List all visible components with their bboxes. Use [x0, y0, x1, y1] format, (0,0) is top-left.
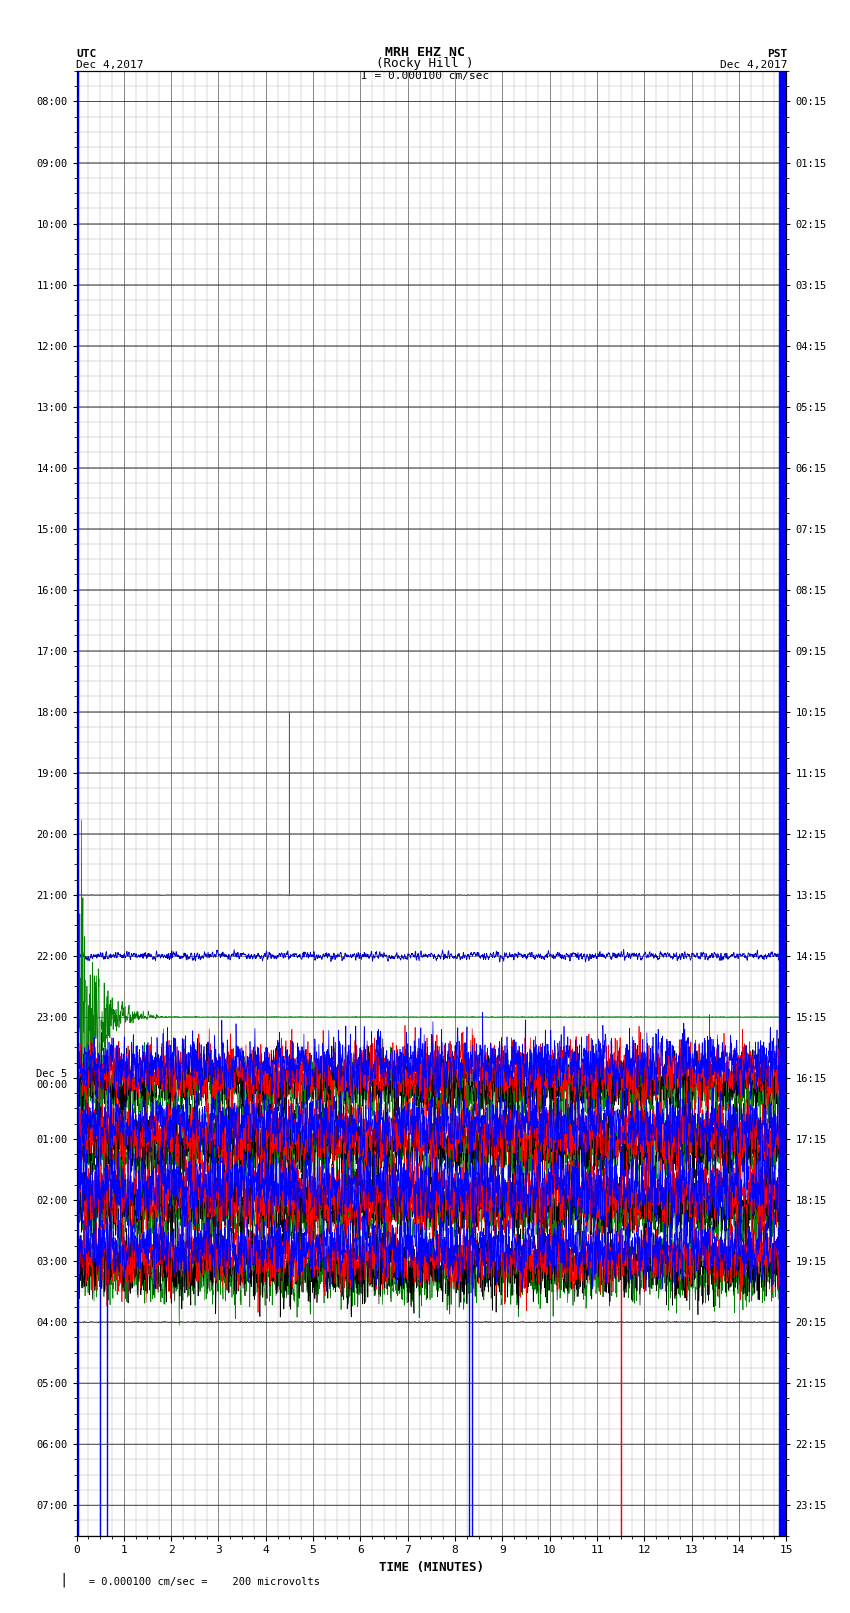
X-axis label: TIME (MINUTES): TIME (MINUTES)	[379, 1561, 484, 1574]
Text: (Rocky Hill ): (Rocky Hill )	[377, 56, 473, 71]
Text: |: |	[60, 1573, 68, 1587]
Text: = 0.000100 cm/sec =    200 microvolts: = 0.000100 cm/sec = 200 microvolts	[70, 1578, 320, 1587]
Text: Dec 4,2017: Dec 4,2017	[720, 60, 787, 71]
Text: I = 0.000100 cm/sec: I = 0.000100 cm/sec	[361, 71, 489, 82]
Text: UTC: UTC	[76, 48, 97, 58]
Text: MRH EHZ NC: MRH EHZ NC	[385, 45, 465, 58]
Text: PST: PST	[767, 48, 787, 58]
Bar	[779, 71, 786, 1536]
Text: Dec 4,2017: Dec 4,2017	[76, 60, 144, 71]
